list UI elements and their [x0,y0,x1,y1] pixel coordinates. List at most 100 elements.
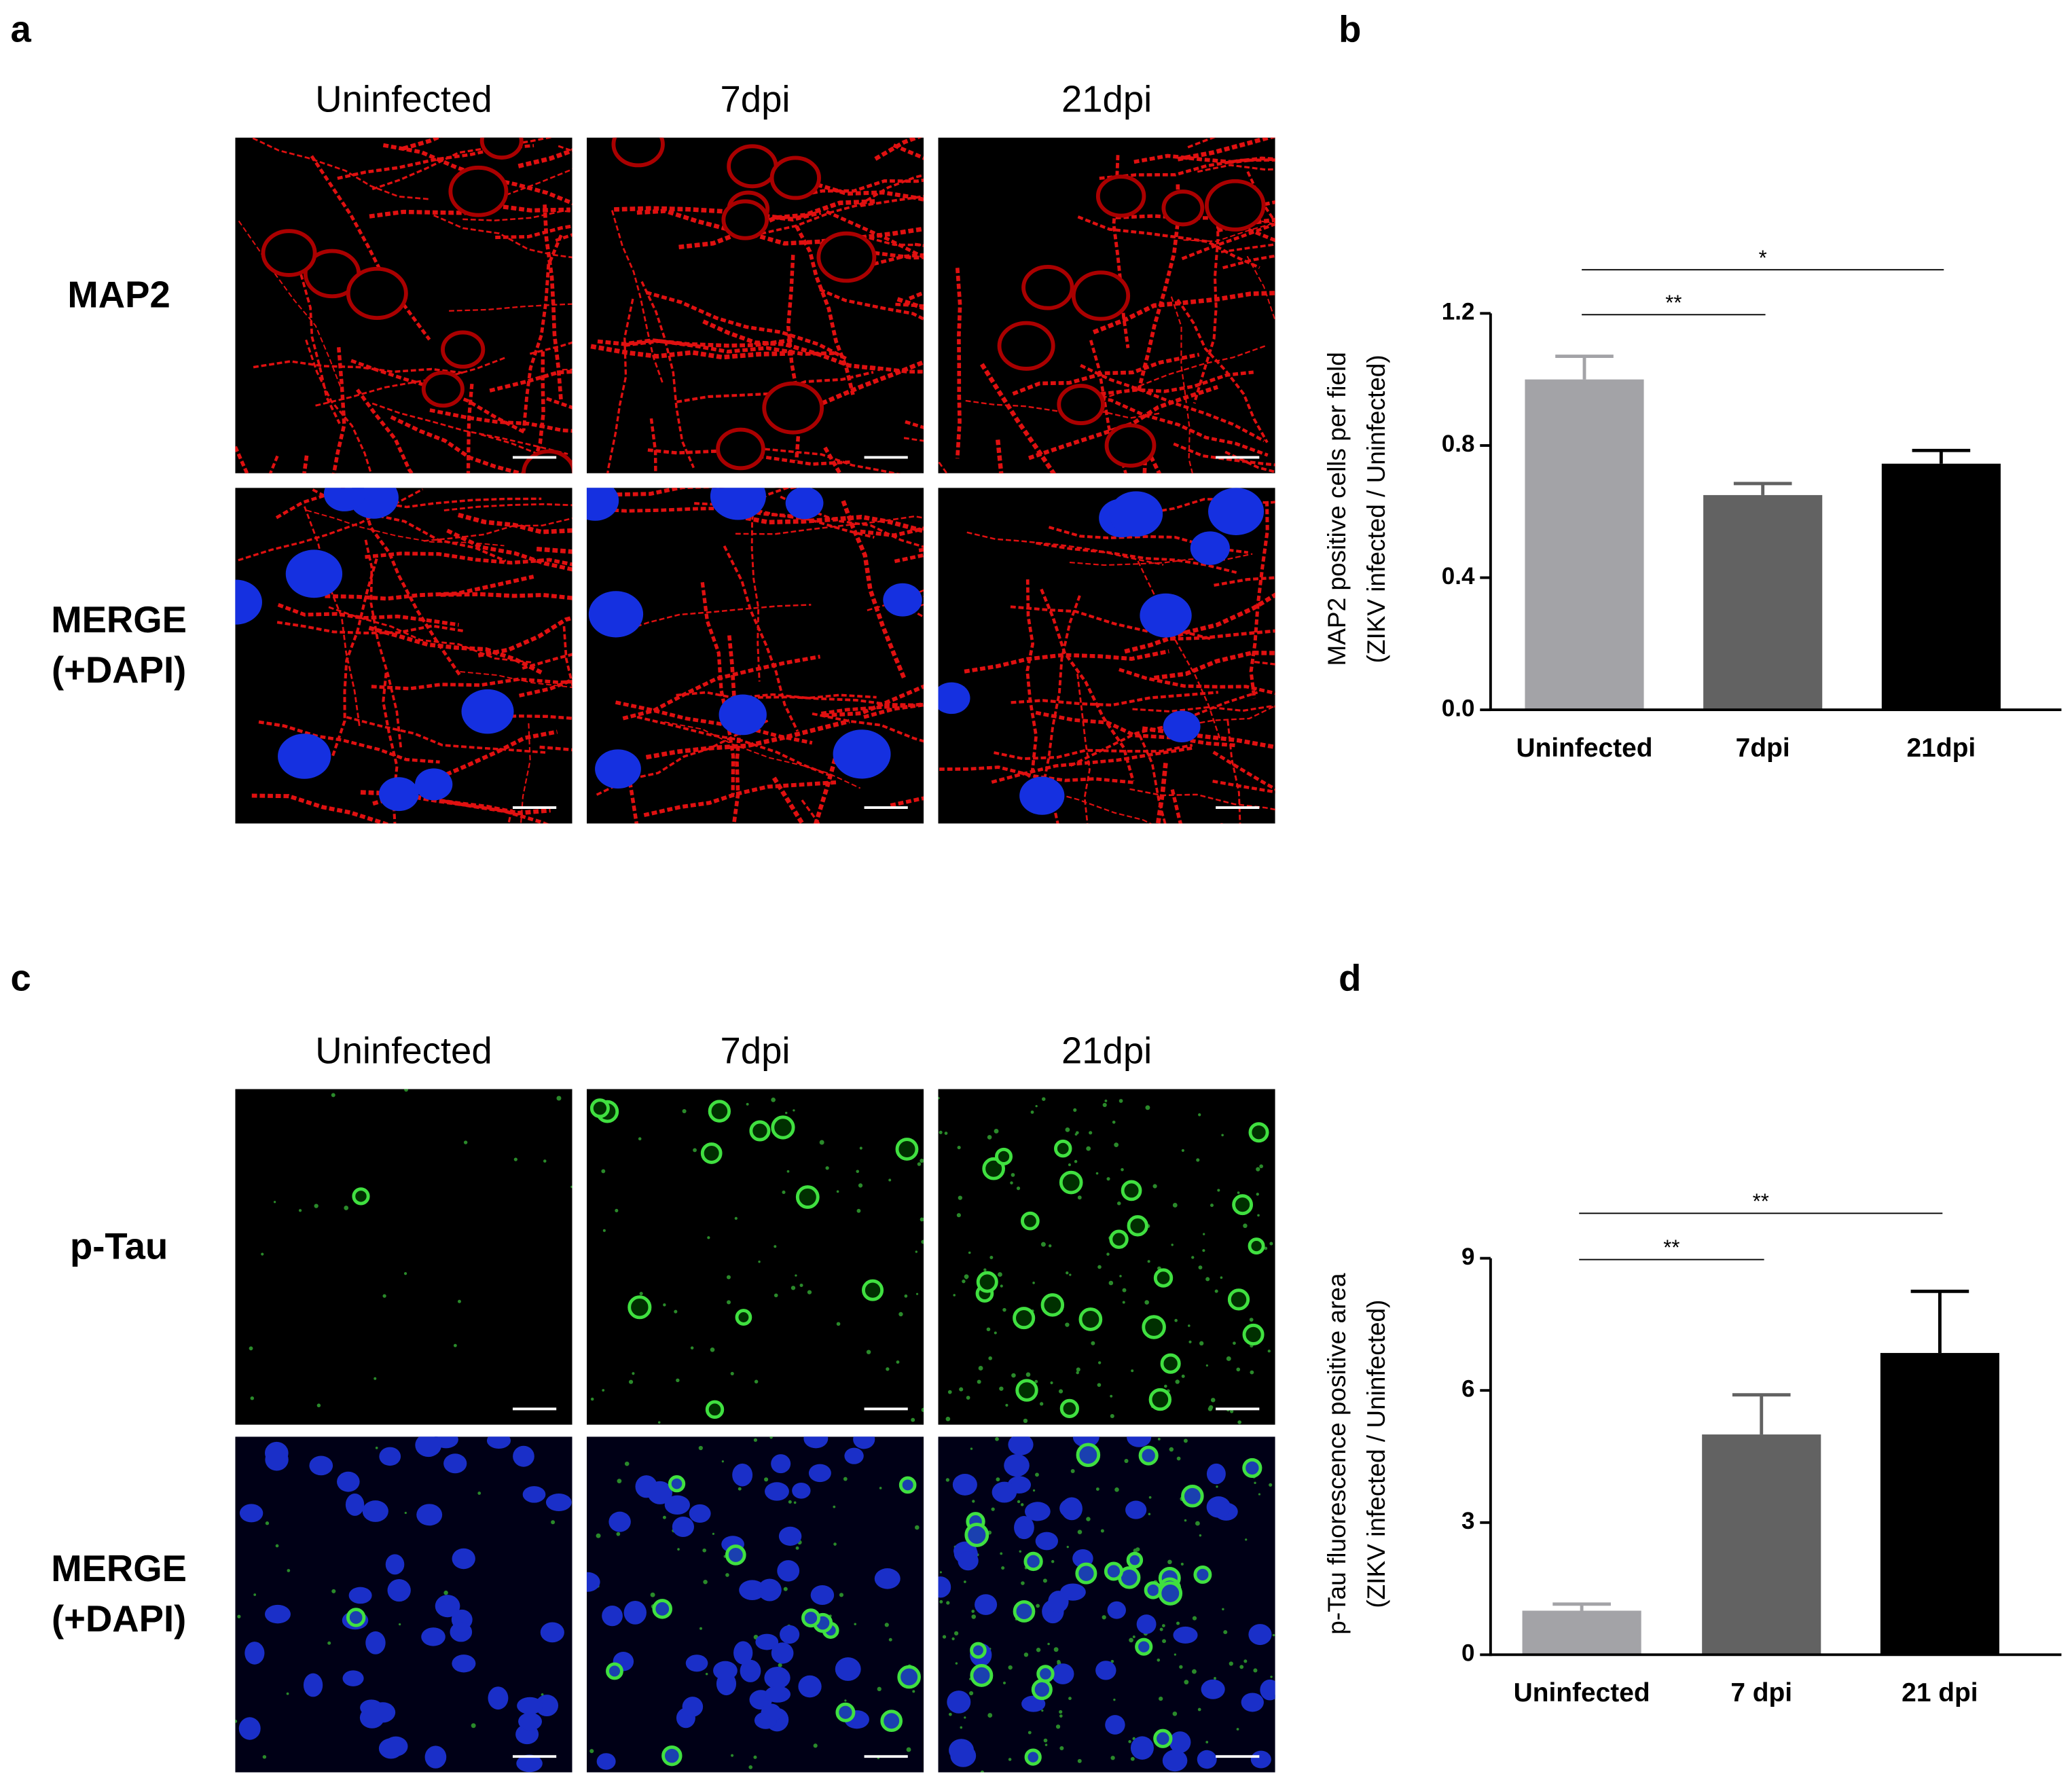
puncta [1114,1487,1119,1492]
neurite [480,433,572,463]
puncta [1073,1108,1077,1112]
puncta [1259,1164,1263,1169]
ptau-cell [1148,1388,1172,1411]
puncta [983,1268,987,1271]
puncta [1068,1697,1072,1701]
neurite [337,144,534,180]
puncta [1192,1616,1197,1621]
micrograph [938,1436,1275,1773]
puncta [904,1294,908,1298]
puncta [793,1109,795,1112]
nucleus [596,1753,616,1770]
ptau-cell [1040,1293,1065,1317]
puncta [1051,1559,1055,1563]
nucleus [1173,1626,1198,1644]
neurite [874,137,922,161]
neurite [676,691,877,700]
puncta [877,1686,881,1692]
puncta [836,1190,839,1193]
significance-label: ** [1663,1235,1679,1259]
micrograph-background [235,1089,572,1425]
neurite [1124,592,1275,654]
puncta [1086,1146,1091,1151]
nucleus [435,1595,460,1618]
puncta [1272,1633,1275,1637]
puncta [1089,1131,1093,1135]
nucleus [764,1667,790,1689]
soma [1057,384,1105,425]
neurite [735,515,924,535]
puncta [813,1743,818,1748]
neurite [310,155,431,341]
puncta [1121,1168,1124,1172]
bar [1522,1610,1641,1655]
neurite [315,356,507,407]
neurite [757,695,924,706]
ptau-cell [1076,1443,1101,1468]
neurite [795,225,855,395]
neurite [312,488,507,562]
puncta [589,1749,594,1754]
nucleus [1014,1516,1034,1540]
neurite [1115,200,1275,220]
puncta [996,1477,1000,1482]
nucleus [1107,1601,1126,1619]
neurite [495,224,572,240]
neurite [390,415,528,473]
y-axis-label: (ZIKV infected / Uninfected) [1362,1300,1390,1608]
neurite [597,338,794,348]
nucleus [1250,1750,1271,1769]
neurite [1177,137,1275,162]
puncta [1159,1697,1163,1701]
puncta [556,1096,562,1101]
ptau-cell [897,1665,921,1689]
neurite [429,408,572,433]
neurite [446,528,572,572]
puncta [1256,1167,1260,1172]
neurite [1137,560,1221,740]
micrograph-background [938,1089,1275,1425]
nucleus [385,1554,405,1575]
nucleus [1140,593,1192,638]
nucleus [588,591,644,638]
puncta [249,1346,253,1351]
ptau-cell [994,1147,1013,1165]
neurite [640,281,695,469]
puncta [1039,1402,1044,1406]
puncta [628,1379,634,1384]
row-label: MERGE [51,1548,187,1589]
neurite [617,488,799,497]
puncta [375,1447,378,1449]
neurite [305,339,372,473]
y-axis-label: MAP2 positive cells per field [1323,352,1351,666]
neurite [625,766,639,824]
neurite [771,776,805,824]
puncta [1216,1485,1218,1488]
nucleus [342,1670,364,1686]
puncta [331,1589,336,1593]
puncta [854,1623,856,1626]
puncta [960,1726,963,1729]
puncta [690,1346,694,1350]
puncta [1110,1756,1115,1760]
nucleus [488,1686,509,1710]
puncta [710,1347,715,1352]
nucleus [517,1697,543,1715]
y-tick-label: 0.8 [1442,431,1475,457]
puncta [1223,1630,1228,1635]
y-tick-label: 9 [1461,1244,1474,1270]
puncta [1157,1658,1161,1662]
puncta [1050,1381,1053,1385]
ptau-cell [1232,1194,1254,1216]
neurite [764,448,901,473]
ptau-cell [1013,1307,1036,1330]
nucleus [518,1712,542,1731]
puncta [947,1390,952,1394]
puncta [1171,1244,1174,1246]
neurite [276,621,465,635]
neurite [1025,579,1038,771]
soma [769,156,821,200]
puncta [753,1438,758,1442]
puncta [995,1437,999,1441]
